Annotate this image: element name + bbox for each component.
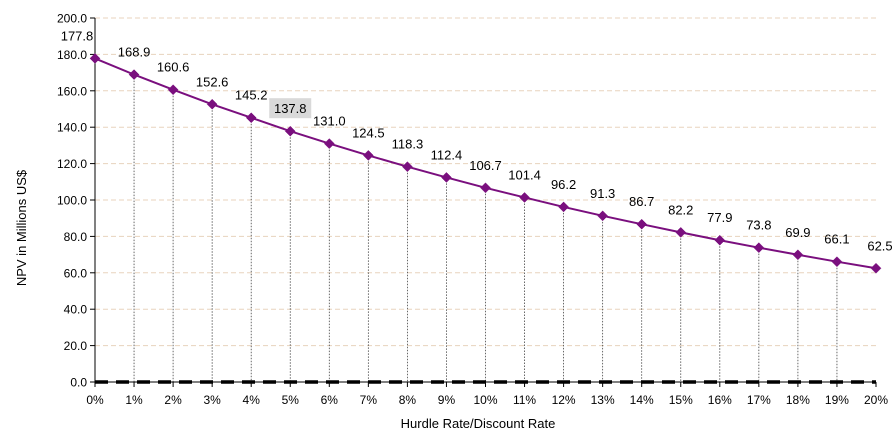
npv-data-point — [792, 249, 804, 261]
npv-data-label: 160.6 — [157, 60, 190, 75]
npv-data-label: 66.1 — [824, 232, 849, 247]
x-tick-label: 16% — [708, 393, 732, 407]
npv-data-point — [284, 125, 296, 137]
npv-data-label: 124.5 — [352, 125, 385, 140]
y-tick-label: 200.0 — [57, 12, 87, 26]
y-tick-label: 60.0 — [64, 266, 88, 280]
x-tick-label: 19% — [825, 393, 849, 407]
y-tick-label: 140.0 — [57, 121, 87, 135]
label-layer: 177.8 168.9 160.6 152.6 145.2 137.8 131.0 124.5… — [61, 28, 892, 253]
npv-data-label: 101.4 — [508, 167, 541, 182]
x-tick-label: 0% — [86, 393, 104, 407]
npv-data-point — [167, 84, 179, 96]
npv-data-point — [597, 210, 609, 222]
x-tick-label: 18% — [786, 393, 810, 407]
x-tick-label: 15% — [669, 393, 693, 407]
x-tick-label: 14% — [630, 393, 654, 407]
npv-data-label: 91.3 — [590, 186, 615, 201]
x-tick-label: 8% — [399, 393, 417, 407]
npv-data-label: 118.3 — [392, 137, 424, 152]
npv-data-point — [323, 138, 335, 149]
x-tick-label: 20% — [864, 393, 888, 407]
x-tick-label: 2% — [164, 393, 182, 407]
x-axis-title: Hurdle Rate/Discount Rate — [401, 416, 556, 431]
y-tick-label: 100.0 — [57, 194, 87, 208]
npv-data-point — [675, 227, 687, 238]
npv-data-point — [636, 218, 648, 230]
npv-data-label: 131.0 — [313, 114, 346, 129]
axes: 0.0 20.0 40.0 60.0 80.0 100.0 120.0 140.0 160.0 1… — [57, 12, 888, 408]
y-tick-label: 80.0 — [64, 230, 88, 244]
npv-data-label: 77.9 — [707, 210, 732, 225]
x-tick-label: 13% — [591, 393, 615, 407]
grid-layer — [95, 17, 876, 347]
npv-data-point — [206, 98, 218, 110]
npv-data-point — [441, 172, 452, 183]
x-tick-label: 7% — [360, 393, 378, 407]
y-tick-label: 40.0 — [64, 303, 88, 317]
npv-data-point — [128, 69, 140, 80]
npv-data-point — [245, 112, 257, 124]
npv-data-label: 96.2 — [551, 177, 576, 192]
npv-data-point — [831, 256, 843, 268]
highlighted-label-box — [269, 98, 312, 119]
npv-data-label: 73.8 — [746, 218, 771, 233]
y-tick-label: 160.0 — [57, 84, 87, 98]
npv-data-label: 112.4 — [431, 147, 463, 162]
x-tick-label: 4% — [243, 393, 261, 407]
npv-data-label: 177.8 — [61, 28, 94, 43]
npv-data-point — [480, 182, 491, 194]
npv-data-label: 82.2 — [668, 202, 693, 217]
x-tick-label: 3% — [203, 393, 221, 407]
npv-data-label: 106.7 — [469, 158, 502, 173]
x-tick-label: 9% — [438, 393, 456, 407]
y-axis-title: NPV in Millions US$ — [14, 169, 29, 286]
npv-data-label: 137.8 — [274, 101, 307, 116]
x-tick-label: 12% — [552, 393, 576, 407]
npv-data-point — [89, 53, 101, 64]
npv-data-point — [870, 262, 882, 274]
npv-data-label: 152.6 — [196, 74, 229, 89]
y-tick-label: 20.0 — [64, 339, 88, 353]
npv-data-point — [714, 234, 726, 246]
y-tick-label: 180.0 — [57, 48, 87, 62]
npv-data-label: 62.5 — [867, 238, 892, 253]
y-tick-label: 0.0 — [70, 376, 87, 390]
x-tick-label: 6% — [321, 393, 339, 407]
x-tick-label: 10% — [473, 393, 497, 407]
npv-data-label: 168.9 — [118, 45, 151, 60]
npv-data-label: 86.7 — [629, 194, 654, 209]
x-tick-label: 17% — [747, 393, 771, 407]
x-tick-label: 1% — [125, 393, 143, 407]
series-layer — [89, 53, 882, 384]
npv-data-point — [753, 242, 765, 254]
npv-data-point — [362, 150, 374, 161]
x-tick-label: 11% — [513, 393, 536, 407]
npv-data-point — [558, 201, 569, 213]
npv-data-label: 69.9 — [785, 225, 810, 240]
x-tick-label: 5% — [282, 393, 300, 407]
npv-data-point — [402, 161, 413, 173]
npv-data-point — [519, 192, 530, 203]
drop-lines — [133, 74, 838, 382]
npv-data-label: 145.2 — [235, 88, 268, 103]
y-tick-label: 120.0 — [57, 157, 87, 171]
